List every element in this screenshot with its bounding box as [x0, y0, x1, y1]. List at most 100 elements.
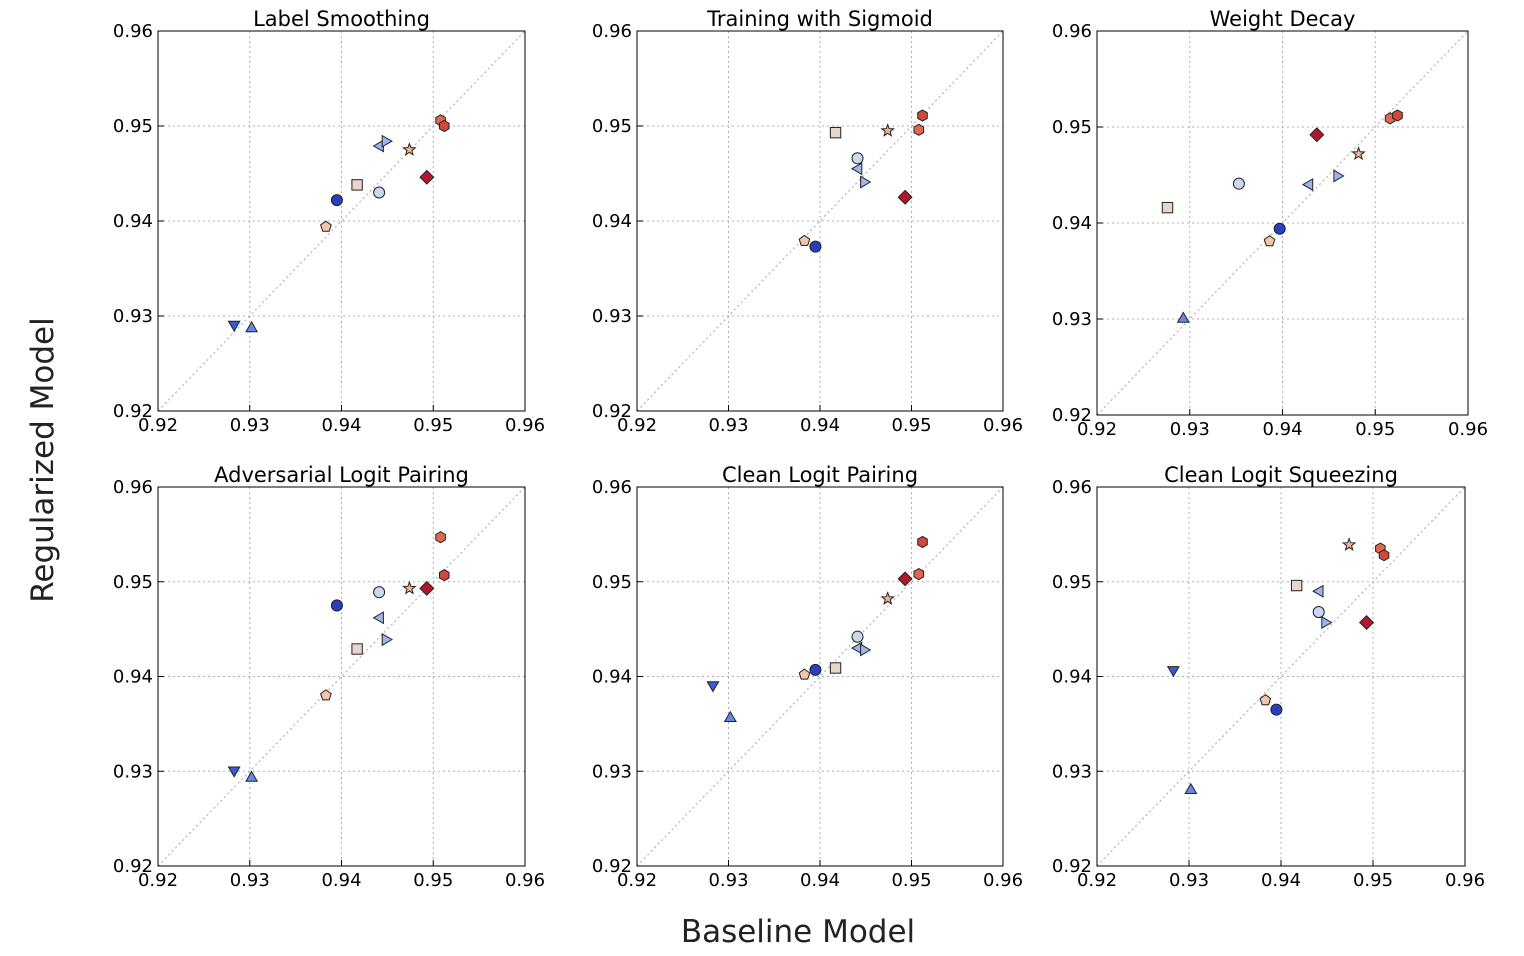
subplot-title: Label Smoothing — [253, 7, 430, 31]
data-point-hexagon — [917, 109, 928, 122]
x-tick-label: 0.95 — [1353, 870, 1393, 891]
subplot-title: Training with Sigmoid — [706, 7, 933, 31]
figure-xlabel: Baseline Model — [681, 914, 915, 950]
x-tick-label: 0.93 — [1170, 419, 1210, 440]
subplot-training-with-sigmoid: 0.920.92 0.93 0.93 0.94 0.94 0.95 0.95 0.96 0.96… — [592, 7, 1023, 436]
data-point-triangle-left — [850, 162, 863, 176]
data-point-square — [351, 179, 363, 191]
x-tick-label: 0.96 — [1445, 870, 1485, 891]
subplot-label-smoothing: 0.920.92 0.93 0.93 0.94 0.94 0.95 0.95 0.96 0.96… — [113, 7, 545, 436]
data-point-hexagon — [439, 569, 450, 582]
data-point-star — [880, 123, 895, 137]
y-tick-label: 0.96 — [113, 477, 153, 498]
y-tick-label: 0.93 — [1052, 309, 1092, 330]
data-point-square — [1161, 201, 1174, 214]
x-tick-label: 0.92 — [138, 870, 178, 891]
x-tick-label: 0.95 — [891, 870, 931, 891]
subplot-title: Weight Decay — [1210, 7, 1356, 31]
data-point-hexagon — [439, 119, 450, 133]
axes-frame — [157, 30, 526, 412]
data-point-star — [1351, 146, 1366, 161]
x-tick-label: 0.94 — [800, 415, 840, 436]
subplot-clean-logit-pairing: 0.920.92 0.93 0.93 0.94 0.94 0.95 0.95 0.96 0.96… — [592, 463, 1023, 891]
x-tick-label: 0.96 — [983, 415, 1023, 436]
axes-frame — [1096, 30, 1469, 416]
data-point-hexagon — [1378, 549, 1390, 562]
subplot-title: Adversarial Logit Pairing — [214, 463, 469, 487]
y-tick-label: 0.92 — [113, 856, 153, 877]
data-point-diamond — [419, 169, 435, 185]
x-tick-label: 0.93 — [708, 870, 748, 891]
data-point-circle — [809, 663, 822, 676]
data-point-pentagon — [798, 234, 811, 246]
data-point-pentagon — [320, 689, 332, 701]
x-tick-label: 0.95 — [1355, 419, 1395, 440]
data-point-circle — [1232, 177, 1245, 190]
y-tick-label: 0.94 — [113, 211, 153, 232]
data-point-pentagon — [1263, 235, 1276, 247]
data-point-triangle-down — [227, 766, 241, 778]
y-tick-label: 0.96 — [113, 21, 153, 42]
data-point-circle — [330, 599, 343, 612]
y-tick-label: 0.94 — [1052, 213, 1092, 234]
data-point-triangle-up — [1184, 782, 1198, 794]
data-point-circle — [1312, 606, 1325, 619]
data-point-diamond — [1309, 127, 1325, 143]
data-point-circle — [373, 586, 386, 599]
figure-ylabel: Regularized Model — [25, 317, 61, 602]
axes-frame — [157, 486, 526, 867]
data-point-triangle-right — [860, 175, 872, 189]
y-tick-label: 0.95 — [1052, 572, 1092, 593]
y-tick-label: 0.93 — [113, 761, 153, 782]
data-point-circle — [330, 194, 343, 207]
data-point-circle — [1270, 703, 1283, 716]
x-tick-label: 0.96 — [1448, 419, 1488, 440]
y-tick-label: 0.94 — [592, 211, 632, 232]
data-point-square — [351, 643, 363, 655]
data-point-hexagon — [917, 535, 928, 549]
y-tick-label: 0.93 — [1052, 761, 1092, 782]
x-tick-label: 0.93 — [230, 415, 270, 436]
subplot-grid: 0.920.920.930.930.940.940.950.950.960.96… — [113, 7, 1488, 891]
y-tick-label: 0.96 — [592, 21, 632, 42]
data-point-pentagon — [1259, 694, 1272, 706]
subplot-adversarial-logit-pairing: 0.920.92 0.93 0.93 0.94 0.94 0.95 0.95 0.96 0.96… — [113, 463, 545, 891]
y-tick-label: 0.94 — [592, 667, 632, 688]
data-point-triangle-left — [372, 611, 384, 625]
y-tick-label: 0.92 — [113, 401, 153, 422]
x-tick-label: 0.96 — [983, 870, 1023, 891]
x-tick-label: 0.94 — [321, 415, 361, 436]
y-tick-label: 0.96 — [592, 477, 632, 498]
x-tick-label: 0.96 — [505, 870, 545, 891]
data-point-triangle-down — [706, 681, 720, 693]
x-tick-label: 0.95 — [413, 870, 453, 891]
data-point-circle — [1273, 222, 1286, 235]
data-point-pentagon — [798, 668, 811, 680]
data-point-star — [402, 142, 417, 156]
x-tick-label: 0.92 — [617, 415, 657, 436]
data-point-triangle-up — [723, 710, 737, 722]
data-point-circle — [851, 152, 864, 165]
y-tick-label: 0.94 — [113, 667, 153, 688]
subplot-weight-decay: 0.920.92 0.93 0.93 0.94 0.94 0.95 0.95 0.96 0.96… — [1052, 7, 1488, 440]
data-point-square — [1290, 579, 1303, 592]
y-tick-label: 0.95 — [113, 572, 153, 593]
data-point-square — [829, 126, 842, 139]
data-point-triangle-up — [245, 770, 259, 782]
data-point-triangle-right — [860, 643, 872, 657]
data-point-circle — [373, 186, 386, 199]
y-tick-label: 0.93 — [592, 306, 632, 327]
x-tick-label: 0.93 — [230, 870, 270, 891]
subplot-title: Clean Logit Squeezing — [1164, 463, 1398, 487]
y-tick-label: 0.95 — [592, 116, 632, 137]
data-point-triangle-left — [1312, 584, 1324, 598]
data-point-triangle-down — [1166, 666, 1180, 678]
y-tick-label: 0.96 — [1052, 477, 1092, 498]
x-tick-label: 0.94 — [1261, 870, 1301, 891]
y-tick-label: 0.95 — [1052, 117, 1092, 138]
axes-frame — [1096, 486, 1466, 867]
data-point-hexagon — [913, 123, 925, 136]
x-tick-label: 0.96 — [505, 415, 545, 436]
y-tick-label: 0.95 — [592, 572, 632, 593]
